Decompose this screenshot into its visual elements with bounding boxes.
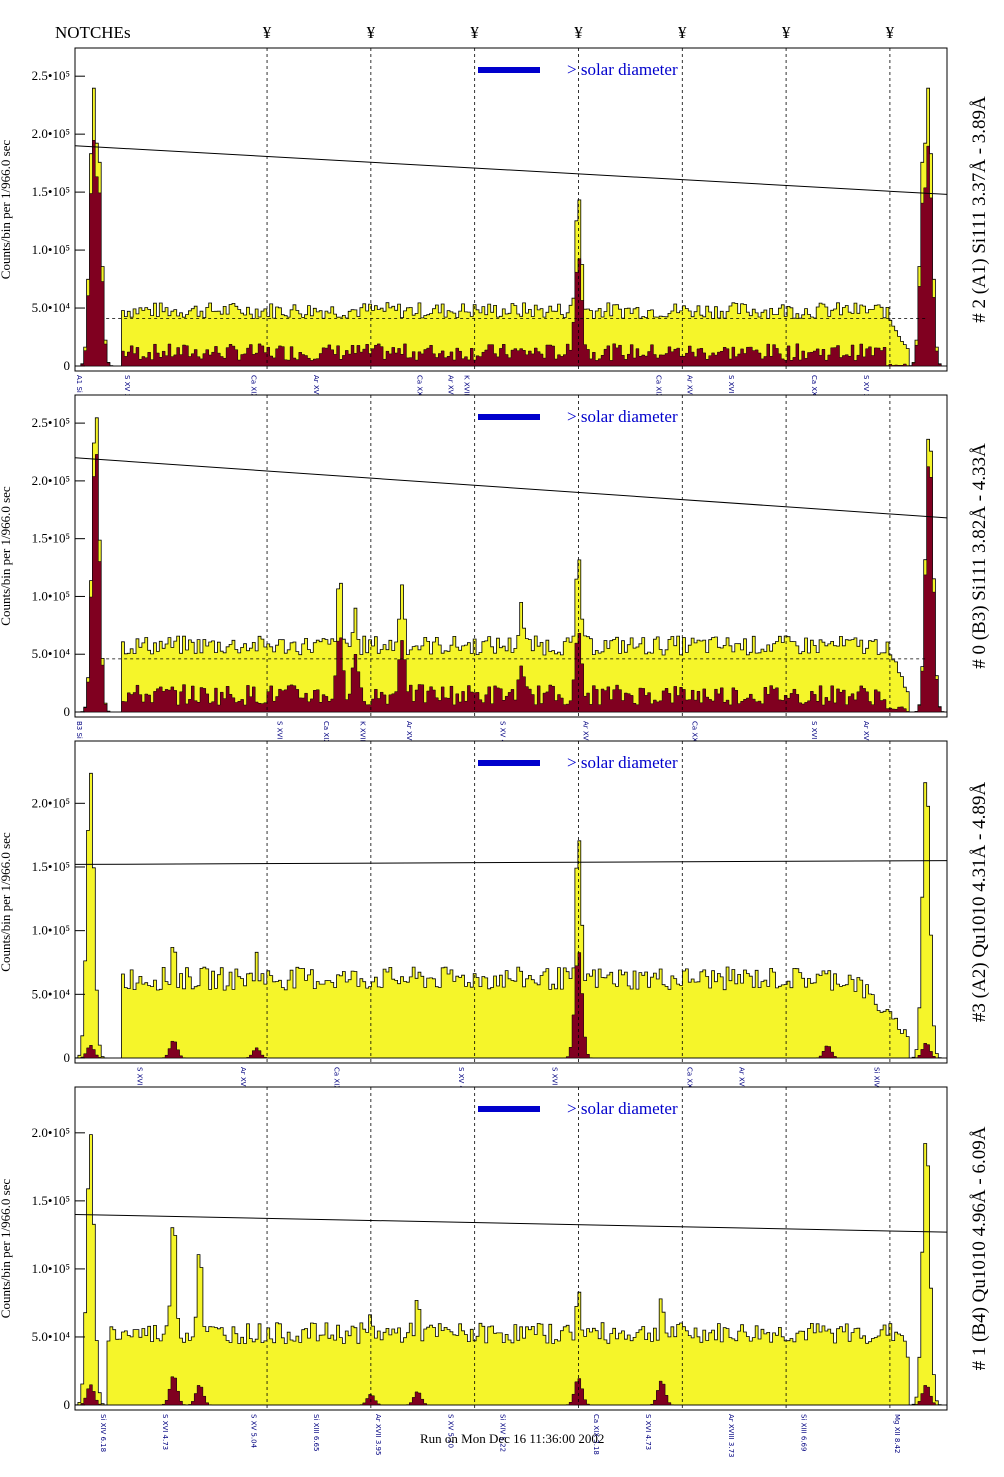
line-id-11: S XV 3.86: [862, 375, 870, 410]
y-axis-label: Counts/bin per 1/966.0 sec: [0, 832, 13, 972]
line-id-4: Ca XX 3.02: [416, 375, 424, 414]
line-id-9: Ar XVIII 3.73: [727, 1414, 735, 1457]
histogram-total: [74, 1134, 947, 1406]
line-id-5: Ca XX 3.02: [685, 1067, 693, 1106]
notches-label: NOTCHEs: [55, 23, 131, 42]
notch-marker-6: ¥: [886, 23, 895, 42]
y-tick-label-1: 5.0•10⁴: [32, 986, 71, 1001]
line-id-7: Si XIV 6.18: [872, 1067, 880, 1105]
line-id-1: S XVI 4.00: [275, 721, 283, 757]
notch-marker-1: ¥: [367, 23, 376, 42]
line-id-2: S XV 5.04: [249, 1414, 257, 1449]
y-tick-label-2: 1.0•10⁵: [32, 923, 70, 938]
notch-marker-4: ¥: [678, 23, 687, 42]
line-id-8: S XVI 4.73: [810, 721, 818, 757]
line-id-0: A1 Si XIV: [75, 375, 83, 407]
y-tick-label-3: 1.5•10⁵: [32, 1193, 70, 1208]
chart-panels: 0 5.0•10⁴ 1.0•10⁵ 1.5•10⁵ 2.0•10⁵ 2.5•10⁵ Coun…: [0, 47, 990, 1457]
line-id-5: S XV 4.09: [499, 721, 507, 755]
y-tick-label-5: 2.5•10⁵: [32, 68, 70, 83]
histogram-total: [75, 417, 947, 713]
y-tick-label-4: 2.0•10⁵: [32, 473, 70, 488]
line-id-5: S XV 5.10: [447, 1414, 455, 1448]
trend-line: [74, 457, 948, 519]
y-tick-label-0: 0: [64, 1397, 71, 1412]
line-id-0: B3 Si XIV: [75, 721, 83, 753]
histogram-dark: [75, 454, 947, 713]
trend-line: [74, 145, 948, 195]
legend-swatch: [478, 1106, 540, 1112]
line-id-7: Ca XIX 3.18: [592, 1414, 600, 1455]
y-tick-label-4: 2.0•10⁵: [32, 126, 70, 141]
y-tick-label-0: 0: [64, 358, 71, 373]
line-id-0: Si XIV 6.18: [99, 1414, 107, 1452]
y-axis-label: Counts/bin per 1/966.0 sec: [0, 1179, 13, 1319]
line-id-0: S XVI 4.73: [135, 1067, 143, 1103]
histogram-dark: [75, 952, 947, 1059]
legend-label: > solar diameter: [567, 407, 678, 426]
y-tick-label-5: 2.5•10⁵: [32, 415, 70, 430]
histogram-dark: [75, 140, 947, 367]
y-axis-label: Counts/bin per 1/966.0 sec: [0, 140, 13, 280]
trend-line: [74, 860, 948, 865]
legend-swatch: [478, 414, 540, 420]
chart-panel-0: 0 5.0•10⁴ 1.0•10⁵ 1.5•10⁵ 2.0•10⁵ 2.5•10⁵ Coun…: [0, 47, 990, 418]
line-id-1: S XVI 4.73: [161, 1414, 169, 1450]
line-id-4: S XVI 4.73: [551, 1067, 559, 1103]
line-id-4: Ar XVII 3.95: [374, 1414, 382, 1455]
y-tick-label-1: 5.0•10⁴: [32, 646, 71, 661]
line-id-8: S XVI 4.73: [644, 1414, 652, 1450]
chart-panel-1: 0 5.0•10⁴ 1.0•10⁵ 1.5•10⁵ 2.0•10⁵ 2.5•10⁵ Coun…: [0, 394, 990, 764]
line-id-3: Si XIII 6.65: [312, 1414, 320, 1451]
line-id-10: Si XIII 6.69: [800, 1414, 808, 1451]
y-tick-label-0: 0: [64, 704, 71, 719]
y-tick-label-3: 1.5•10⁵: [32, 859, 70, 874]
y-tick-label-0: 0: [64, 1050, 71, 1065]
y-tick-label-4: 2.0•10⁵: [32, 795, 70, 810]
y-tick-label-2: 1.0•10⁵: [32, 242, 70, 257]
histogram-total: [75, 87, 947, 367]
panel-label: # 1 (B4) Qu1010 4.96Å - 6.09Å: [969, 1126, 990, 1370]
panel-label: # 2 (A1) Si111 3.37Å - 3.89Å: [969, 96, 990, 323]
line-id-10: Ca XX 3.02: [810, 375, 818, 414]
chart-panel-3: 0 5.0•10⁴ 1.0•10⁵ 1.5•10⁵ 2.0•10⁵ Counts/bin …: [0, 1086, 990, 1457]
line-id-3: S XV 4.30: [457, 1067, 465, 1101]
y-tick-label-1: 5.0•10⁴: [32, 300, 71, 315]
y-axis-label: Counts/bin per 1/966.0 sec: [0, 486, 13, 626]
legend-label: > solar diameter: [567, 753, 678, 772]
y-tick-label-1: 5.0•10⁴: [32, 1329, 71, 1344]
legend-swatch: [478, 67, 540, 73]
trend-line: [74, 1213, 948, 1233]
notch-markers: ¥ ¥ ¥ ¥ ¥ ¥ ¥: [263, 23, 895, 42]
chart-panel-2: 0 5.0•10⁴ 1.0•10⁵ 1.5•10⁵ 2.0•10⁵ Counts/bin …: [0, 740, 990, 1110]
panel-label: # 0 (B3) Si111 3.82Å - 4.33Å: [969, 443, 990, 669]
panel-label: #3 (A2) Qu1010 4.31Å - 4.89Å: [969, 782, 990, 1022]
histogram-dark: [75, 1376, 947, 1406]
legend-swatch: [478, 760, 540, 766]
footer-run-date: Run on Mon Dec 16 11:36:00 2002: [420, 1431, 604, 1446]
line-id-1: S XV 3.86: [123, 375, 131, 410]
histogram-total: [74, 772, 947, 1059]
y-tick-label-2: 1.0•10⁵: [32, 588, 70, 603]
y-tick-label-4: 2.0•10⁵: [32, 1125, 70, 1140]
notch-marker-3: ¥: [574, 23, 583, 42]
notch-marker-2: ¥: [470, 23, 479, 42]
notch-marker-5: ¥: [782, 23, 791, 42]
line-id-6: Si XIV 5.22: [499, 1414, 507, 1452]
notch-marker-0: ¥: [263, 23, 272, 42]
line-id-11: Mg XII 8.42: [893, 1414, 901, 1453]
y-tick-label-2: 1.0•10⁵: [32, 1261, 70, 1276]
line-id-9: S XVI 3.69: [727, 375, 735, 411]
legend-label: > solar diameter: [567, 1099, 678, 1118]
legend-label: > solar diameter: [567, 60, 678, 79]
y-tick-label-3: 1.5•10⁵: [32, 531, 70, 546]
y-tick-label-3: 1.5•10⁵: [32, 184, 70, 199]
line-id-7: Ca XX 3.02: [691, 721, 699, 760]
